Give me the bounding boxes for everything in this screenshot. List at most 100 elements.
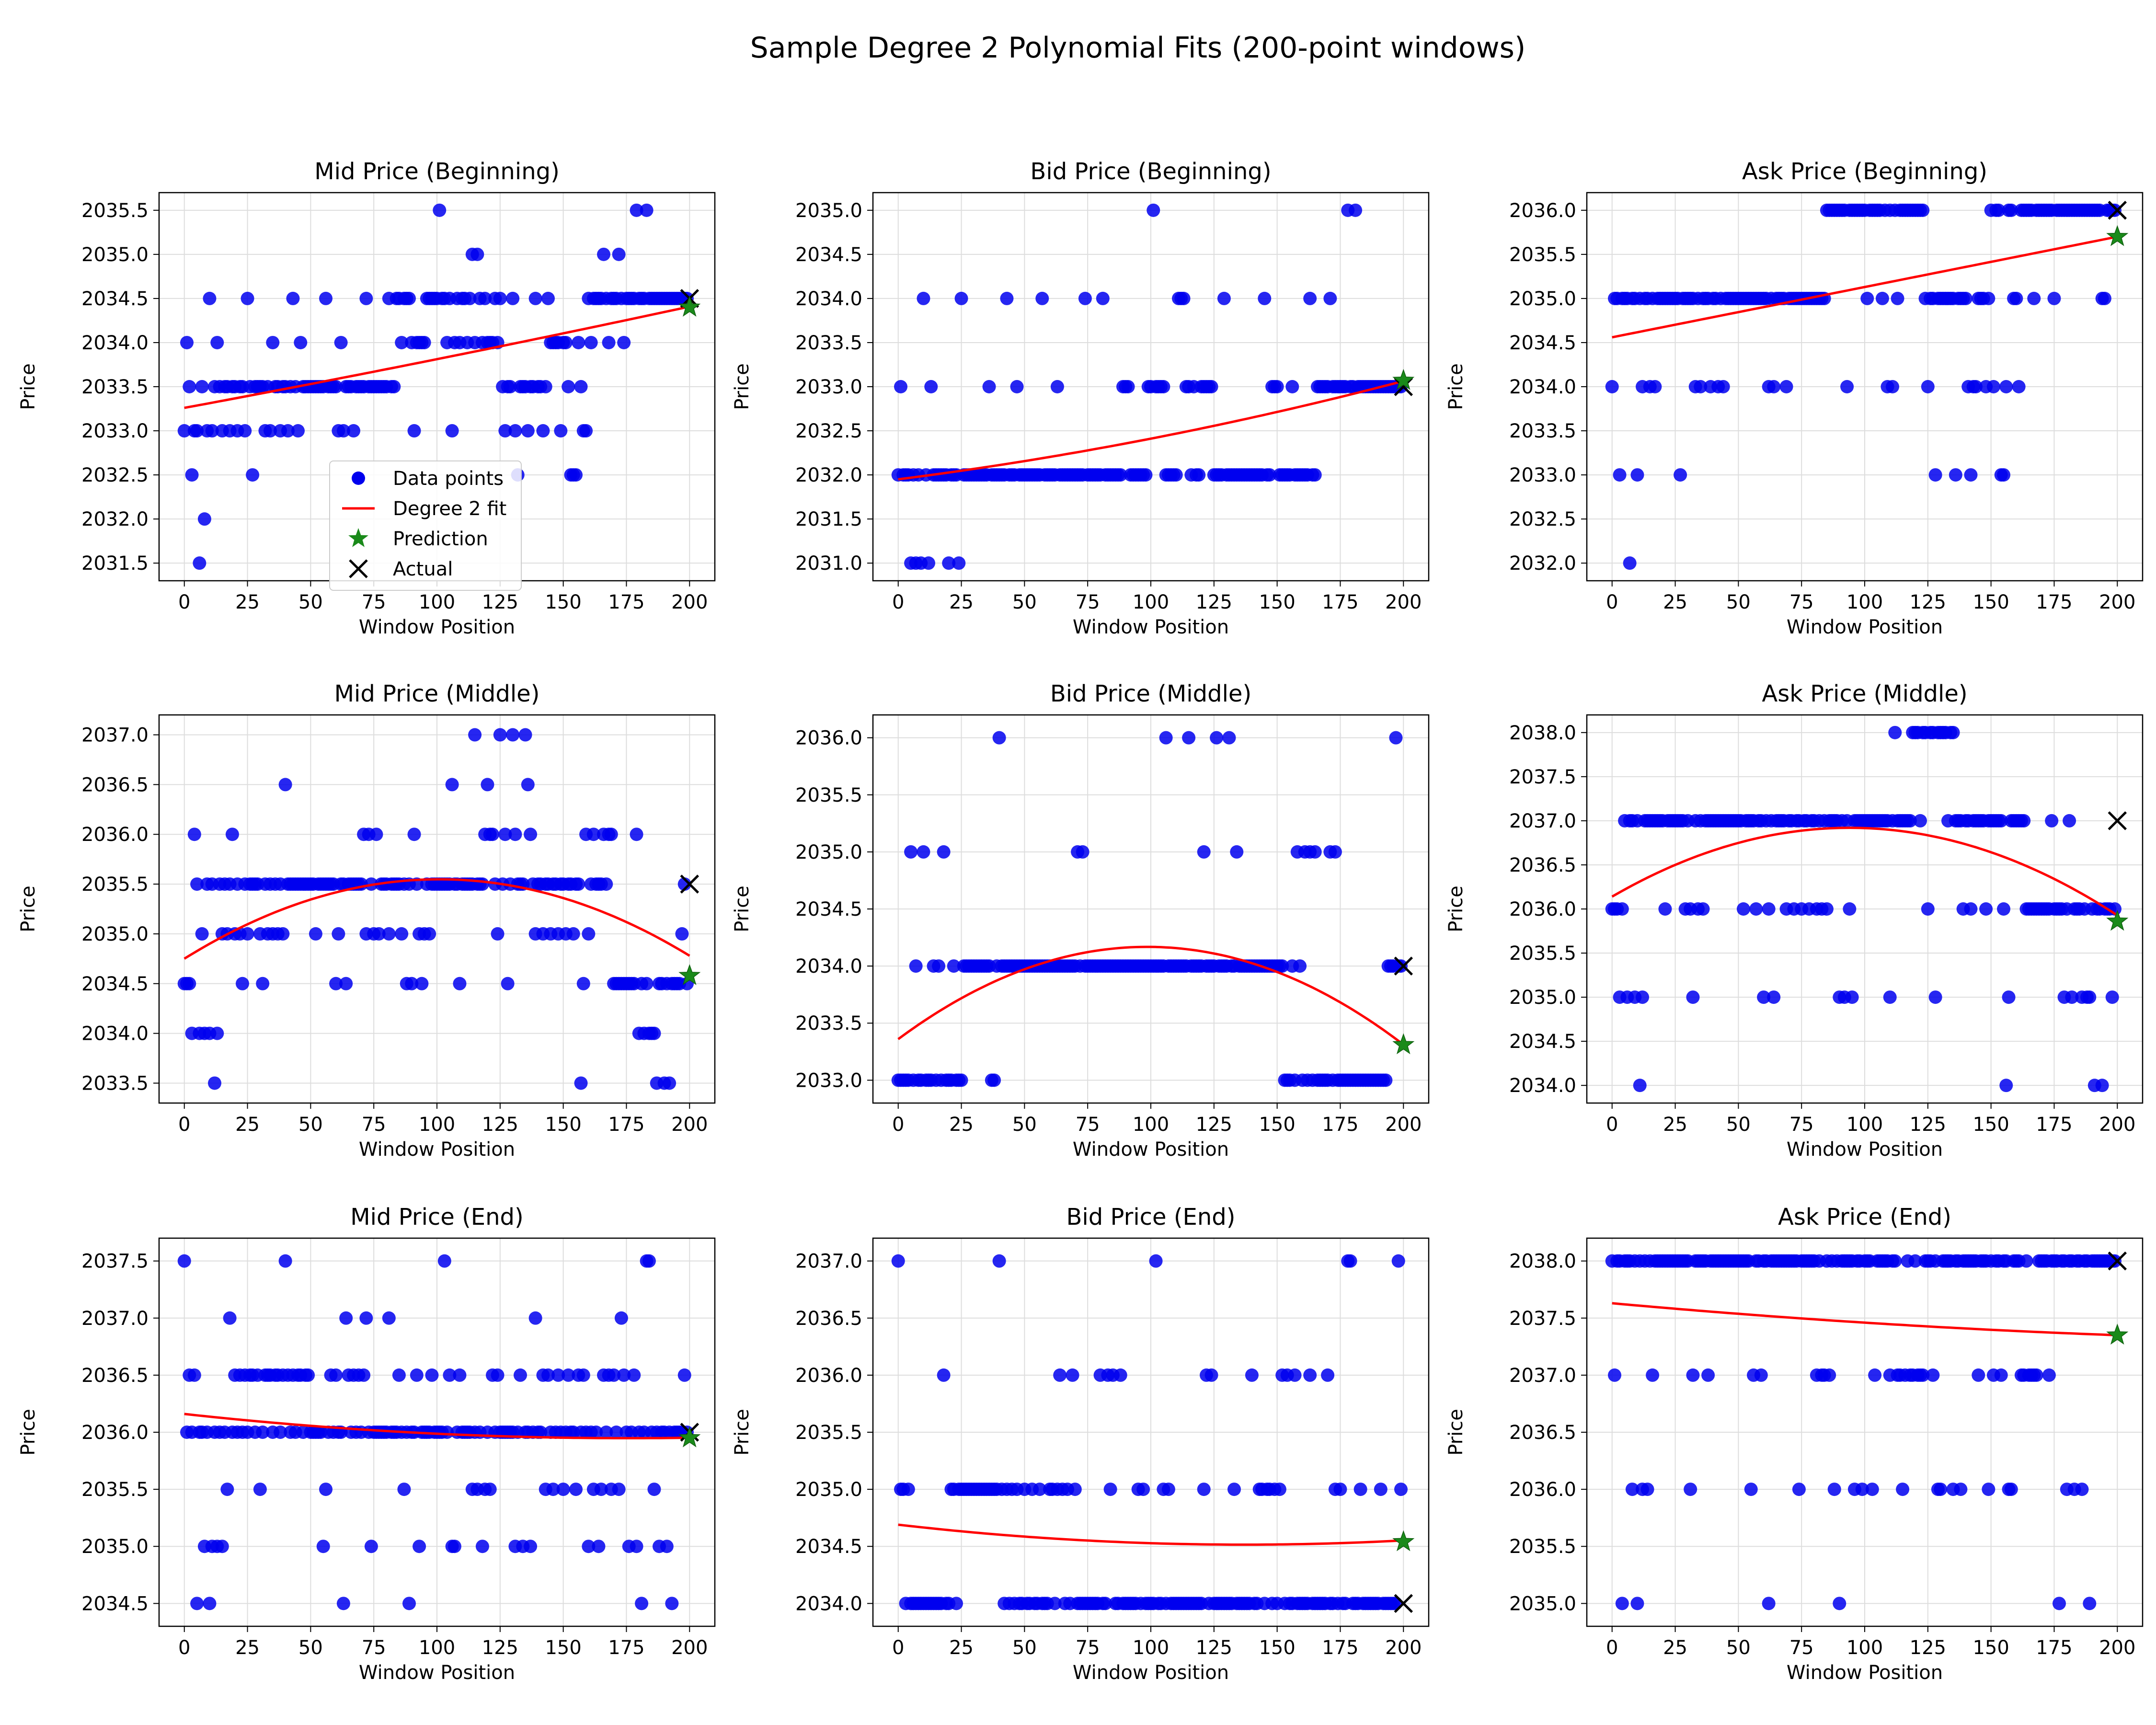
data-point bbox=[1636, 990, 1649, 1004]
data-point bbox=[1840, 380, 1854, 393]
data-point bbox=[415, 977, 429, 990]
data-point bbox=[190, 424, 204, 438]
data-point bbox=[541, 291, 555, 305]
data-point bbox=[382, 1311, 396, 1325]
data-point bbox=[402, 1597, 416, 1610]
data-point bbox=[1946, 725, 1960, 739]
data-point bbox=[2030, 1368, 2043, 1382]
data-point bbox=[425, 1368, 439, 1382]
y-tick-label: 2036.0 bbox=[1509, 898, 1576, 920]
data-point bbox=[594, 1483, 608, 1496]
data-point bbox=[440, 1426, 454, 1439]
data-point bbox=[524, 828, 538, 841]
data-point bbox=[1886, 380, 1899, 393]
y-tick-label: 2032.0 bbox=[795, 464, 862, 486]
x-tick-label: 100 bbox=[1846, 1637, 1883, 1659]
y-axis-label: Price bbox=[17, 1409, 39, 1456]
x-tick-label: 0 bbox=[178, 1637, 190, 1659]
data-point bbox=[2004, 203, 2018, 217]
x-tick-label: 125 bbox=[482, 591, 518, 613]
y-tick-label: 2036.5 bbox=[1509, 854, 1576, 876]
data-point bbox=[215, 1540, 229, 1553]
data-point bbox=[904, 845, 918, 859]
subplot-title: Ask Price (Middle) bbox=[1762, 680, 1967, 707]
x-tick-label: 75 bbox=[362, 591, 386, 613]
data-point bbox=[286, 291, 300, 305]
data-point bbox=[562, 1368, 575, 1382]
data-point bbox=[1222, 731, 1236, 745]
x-axis: 0 25 50 75 100 125 150 175 200 bbox=[1606, 1626, 2135, 1659]
data-point bbox=[187, 828, 201, 841]
x-axis-label: Window Position bbox=[1073, 616, 1229, 638]
data-point bbox=[592, 1540, 606, 1553]
y-tick-label: 2035.0 bbox=[1509, 1593, 1576, 1615]
subplot-1: 0 25 50 75 100 125 150 175 200 2031.5 2032.0 2032.5… bbox=[17, 158, 716, 638]
y-tick-label: 2032.0 bbox=[1509, 552, 1576, 575]
y-tick-label: 2036.5 bbox=[1509, 1422, 1576, 1444]
x-tick-label: 150 bbox=[1259, 1637, 1295, 1659]
x-tick-label: 200 bbox=[1385, 591, 1422, 613]
x-tick-label: 200 bbox=[671, 591, 708, 613]
actual-marker bbox=[1394, 1594, 1413, 1613]
y-axis-label: Price bbox=[1445, 886, 1467, 932]
data-point bbox=[2095, 1079, 2109, 1092]
x-tick-label: 175 bbox=[1322, 1637, 1358, 1659]
y-tick-label: 2035.0 bbox=[795, 1479, 862, 1501]
data-point bbox=[2108, 203, 2122, 217]
data-point bbox=[253, 1483, 267, 1496]
data-point bbox=[2083, 990, 2097, 1004]
y-tick-label: 2034.5 bbox=[1509, 1031, 1576, 1053]
data-point bbox=[1270, 380, 1284, 393]
data-point bbox=[922, 556, 935, 570]
data-point bbox=[1827, 1483, 1841, 1496]
x-tick-label: 75 bbox=[1789, 1637, 1814, 1659]
data-point bbox=[1121, 380, 1135, 393]
data-point bbox=[602, 335, 616, 349]
prediction-marker bbox=[1392, 368, 1415, 390]
data-point bbox=[238, 424, 252, 438]
data-point bbox=[433, 203, 447, 217]
data-point bbox=[1762, 902, 1776, 916]
data-point bbox=[1694, 380, 1708, 393]
y-tick-label: 2034.5 bbox=[795, 1536, 862, 1558]
data-point bbox=[1197, 845, 1211, 859]
data-point bbox=[210, 335, 224, 349]
y-tick-label: 2035.0 bbox=[81, 923, 149, 945]
data-point bbox=[410, 1368, 424, 1382]
data-point bbox=[491, 927, 505, 941]
x-tick-label: 100 bbox=[419, 1637, 455, 1659]
data-point bbox=[372, 927, 386, 941]
data-point bbox=[1139, 468, 1153, 482]
x-axis: 0 25 50 75 100 125 150 175 200 bbox=[1606, 1103, 2135, 1136]
data-point bbox=[493, 728, 507, 742]
legend-label: Actual bbox=[393, 558, 453, 580]
data-point bbox=[617, 1368, 631, 1382]
data-point bbox=[2012, 380, 2026, 393]
x-axis-label: Window Position bbox=[1073, 1138, 1229, 1161]
x-tick-label: 100 bbox=[419, 1114, 455, 1136]
y-tick-label: 2036.5 bbox=[795, 1308, 862, 1330]
data-point bbox=[1648, 380, 1662, 393]
data-point bbox=[1767, 380, 1781, 393]
data-point bbox=[334, 335, 348, 349]
data-point bbox=[1891, 291, 1904, 305]
data-point bbox=[1288, 1368, 1302, 1382]
x-tick-label: 50 bbox=[298, 1114, 323, 1136]
y-tick-label: 2037.5 bbox=[81, 1251, 149, 1273]
data-point bbox=[339, 1311, 353, 1325]
data-point bbox=[1972, 1368, 1985, 1382]
data-point bbox=[2002, 990, 2016, 1004]
data-point bbox=[2108, 1254, 2122, 1268]
data-point bbox=[589, 1426, 603, 1439]
data-point bbox=[660, 1540, 674, 1553]
data-point bbox=[1762, 1597, 1776, 1610]
y-axis-label: Price bbox=[731, 1409, 753, 1456]
data-point bbox=[1623, 556, 1637, 570]
subplot-3: 0 25 50 75 100 125 150 175 200 2032.0 2032.5 2033.0… bbox=[1445, 158, 2144, 638]
y-axis: 2031.0 2031.5 2032.0 2032.5 2033.0 2033.5 2034… bbox=[795, 200, 873, 575]
data-point bbox=[2019, 1254, 2033, 1268]
data-point bbox=[203, 291, 217, 305]
data-point bbox=[539, 380, 552, 393]
subplot-title: Mid Price (Beginning) bbox=[314, 158, 560, 185]
data-point bbox=[1099, 1597, 1112, 1610]
